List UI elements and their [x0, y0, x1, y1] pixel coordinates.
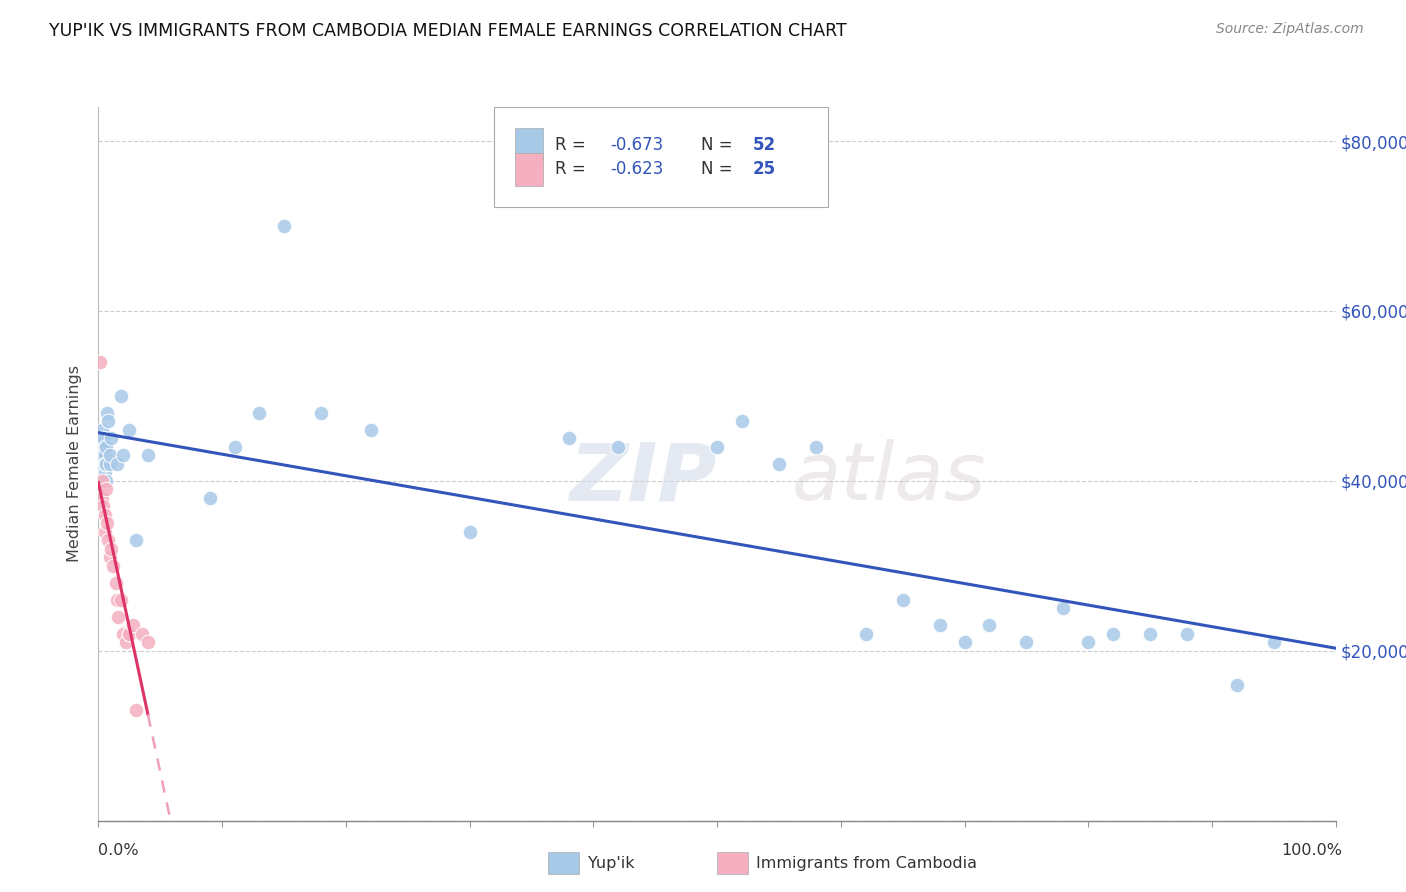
Text: R =: R =: [555, 136, 591, 153]
Text: R =: R =: [555, 161, 591, 178]
Point: [1102, 626, 1125, 640]
Point: [224, 440, 246, 454]
Text: atlas: atlas: [792, 439, 986, 517]
Point: [1015, 635, 1038, 649]
Text: -0.673: -0.673: [610, 136, 664, 153]
Point: [90, 448, 112, 462]
Point: [136, 448, 159, 462]
Point: [1226, 678, 1249, 692]
Point: [104, 575, 127, 590]
Point: [114, 635, 136, 649]
Point: [93, 448, 115, 462]
Point: [94, 483, 117, 497]
Point: [198, 491, 221, 505]
Point: [131, 626, 153, 640]
Point: [1263, 635, 1285, 649]
Point: [93, 431, 115, 445]
Point: [93, 457, 115, 471]
Point: [98, 550, 121, 565]
Point: [953, 635, 976, 649]
Point: [124, 533, 146, 548]
FancyBboxPatch shape: [516, 128, 543, 161]
Text: N =: N =: [702, 136, 738, 153]
Point: [96, 406, 118, 420]
Text: 25: 25: [754, 161, 776, 178]
Text: Source: ZipAtlas.com: Source: ZipAtlas.com: [1216, 22, 1364, 37]
Point: [96, 516, 118, 531]
Point: [112, 626, 135, 640]
Point: [90, 431, 112, 445]
Point: [91, 474, 114, 488]
Point: [458, 524, 481, 539]
Point: [273, 219, 295, 233]
Text: 0.0%: 0.0%: [98, 843, 139, 858]
Point: [89, 457, 111, 471]
Point: [1175, 626, 1198, 640]
Point: [118, 626, 141, 640]
Point: [107, 609, 129, 624]
Point: [93, 524, 115, 539]
Point: [309, 406, 332, 420]
Point: [93, 508, 115, 522]
Point: [360, 423, 382, 437]
Point: [93, 440, 115, 454]
Point: [804, 440, 827, 454]
Point: [91, 491, 114, 505]
Point: [91, 457, 114, 471]
Point: [607, 440, 630, 454]
Point: [1139, 626, 1161, 640]
Point: [105, 457, 128, 471]
Text: N =: N =: [702, 161, 738, 178]
Text: 52: 52: [754, 136, 776, 153]
Point: [93, 466, 115, 480]
Point: [97, 533, 120, 548]
FancyBboxPatch shape: [495, 107, 828, 207]
Point: [110, 592, 132, 607]
Point: [247, 406, 270, 420]
Text: -0.623: -0.623: [610, 161, 664, 178]
Text: YUP'IK VS IMMIGRANTS FROM CAMBODIA MEDIAN FEMALE EARNINGS CORRELATION CHART: YUP'IK VS IMMIGRANTS FROM CAMBODIA MEDIA…: [49, 22, 846, 40]
Point: [94, 440, 117, 454]
Point: [855, 626, 877, 640]
Point: [557, 431, 579, 445]
Point: [93, 448, 115, 462]
Point: [891, 592, 914, 607]
Point: [100, 541, 122, 556]
Point: [110, 389, 132, 403]
Point: [105, 592, 128, 607]
Point: [731, 414, 754, 428]
Point: [98, 448, 121, 462]
Point: [91, 440, 114, 454]
Point: [1077, 635, 1099, 649]
Point: [98, 457, 121, 471]
Point: [112, 448, 135, 462]
Point: [94, 474, 117, 488]
Point: [979, 618, 1001, 632]
Point: [706, 440, 728, 454]
Point: [1052, 601, 1074, 615]
Point: [124, 703, 146, 717]
Point: [94, 457, 117, 471]
Text: Immigrants from Cambodia: Immigrants from Cambodia: [756, 856, 977, 871]
Point: [93, 500, 115, 514]
Point: [97, 414, 120, 428]
Point: [103, 558, 125, 573]
Point: [768, 457, 790, 471]
Point: [118, 423, 141, 437]
Point: [928, 618, 950, 632]
Text: Yup'ik: Yup'ik: [588, 856, 634, 871]
Point: [118, 626, 141, 640]
Y-axis label: Median Female Earnings: Median Female Earnings: [67, 366, 83, 562]
Point: [90, 491, 112, 505]
FancyBboxPatch shape: [516, 153, 543, 186]
Text: 100.0%: 100.0%: [1282, 843, 1343, 858]
Point: [122, 618, 145, 632]
Point: [136, 635, 159, 649]
Text: ZIP: ZIP: [568, 439, 716, 517]
Point: [89, 355, 111, 369]
Point: [100, 431, 122, 445]
Point: [91, 423, 114, 437]
